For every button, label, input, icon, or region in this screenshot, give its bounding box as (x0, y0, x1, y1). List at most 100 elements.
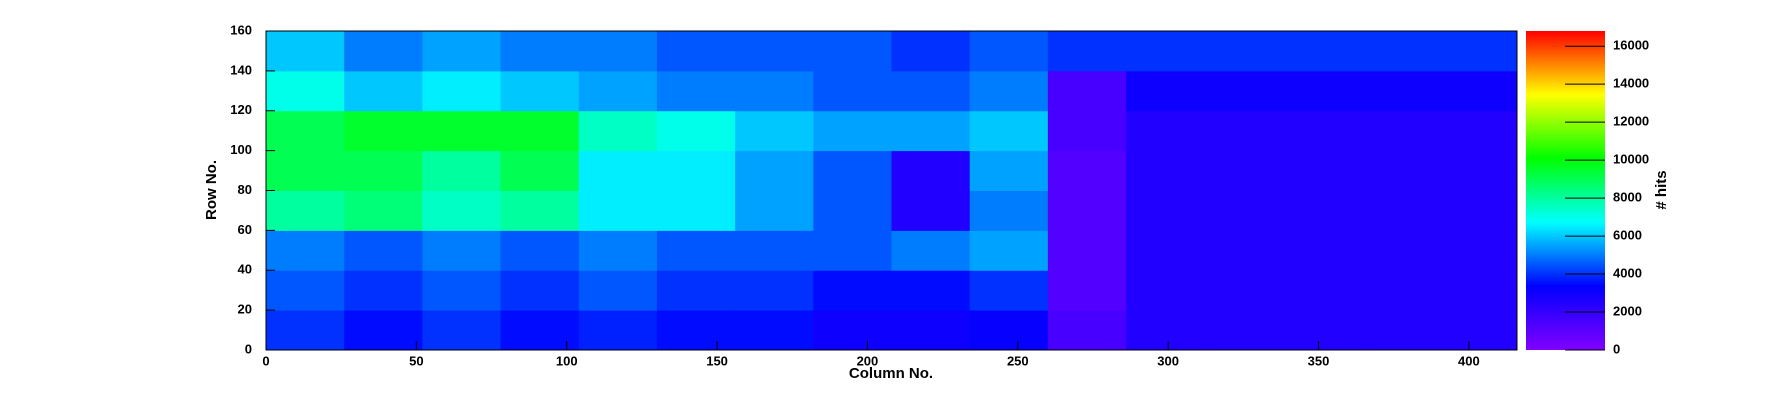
heatmap-cell (969, 70, 1049, 112)
heatmap-cell (1204, 270, 1283, 311)
heatmap-cell (344, 31, 423, 72)
heatmap-cell (891, 110, 971, 152)
heatmap-cell (1360, 110, 1440, 152)
heatmap-cell (344, 310, 423, 351)
x-tick-label: 100 (556, 353, 578, 368)
heatmap-cell (969, 31, 1049, 72)
heatmap-cell (266, 310, 345, 351)
heatmap-cell (656, 270, 736, 311)
colorbar-tick-label: 0 (1613, 341, 1620, 356)
heatmap-cell (344, 150, 423, 191)
heatmap-cell (813, 190, 892, 231)
heatmap-cell (578, 31, 658, 72)
heatmap-cell (500, 270, 580, 311)
heatmap-cell (735, 31, 814, 72)
heatmap-cell (578, 230, 658, 271)
heatmap-cell (969, 230, 1049, 271)
heatmap-cell (1438, 230, 1518, 271)
heatmap-cell (813, 270, 892, 311)
x-tick-label: 50 (409, 353, 423, 368)
heatmap-cell (1360, 31, 1440, 72)
heatmap-cell (1126, 110, 1205, 152)
heatmap-cell (422, 31, 502, 72)
heatmap-cell (735, 190, 814, 231)
heatmap-cell (735, 230, 814, 271)
heatmap-cell (1126, 31, 1205, 72)
heatmap-cell (422, 270, 502, 311)
x-tick-label: 250 (1007, 353, 1029, 368)
heatmap-cell (344, 230, 423, 271)
heatmap-cell (891, 270, 971, 311)
colorbar-tick-label: 8000 (1613, 190, 1642, 205)
x-tick-label: 400 (1458, 353, 1480, 368)
heatmap-cell (1360, 230, 1440, 271)
heatmap-cell (1360, 270, 1440, 311)
heatmap-cell (344, 190, 423, 231)
heatmap-cell (500, 70, 580, 112)
colorbar-tick-label: 6000 (1613, 228, 1642, 243)
heatmap-cell (1282, 190, 1362, 231)
heatmap-cell (422, 150, 502, 191)
heatmap-cell (969, 150, 1049, 191)
heatmap-cell (1282, 31, 1362, 72)
heatmap-cell (1282, 70, 1362, 112)
x-tick-label: 350 (1308, 353, 1330, 368)
heatmap-cell (422, 190, 502, 231)
colorbar-tick-label: 4000 (1613, 265, 1642, 280)
heatmap-cell (1126, 270, 1205, 311)
y-tick-label: 160 (230, 22, 252, 37)
heatmap-cell (969, 310, 1049, 351)
heatmap-cell (422, 110, 502, 152)
heatmap-cell (1438, 190, 1518, 231)
heatmap-cell (735, 110, 814, 152)
y-tick-label: 120 (230, 102, 252, 117)
heatmap-cell (578, 150, 658, 191)
heatmap-cell (813, 230, 892, 271)
heatmap-cell (422, 310, 502, 351)
heatmap-cell (1438, 310, 1518, 351)
heatmap-cell (1047, 110, 1127, 152)
heatmap-cell (656, 310, 736, 351)
heatmap-cell (1047, 230, 1127, 271)
heatmap-cell (656, 70, 736, 112)
y-tick-label: 40 (238, 262, 252, 277)
colorbar-tick-label: 2000 (1613, 303, 1642, 318)
heatmap-cell (578, 270, 658, 311)
colorbar-tick-label: 16000 (1613, 38, 1649, 53)
x-tick-label: 0 (262, 353, 269, 368)
heatmap-cell (1204, 70, 1283, 112)
heatmap-cell (969, 110, 1049, 152)
heatmap-cell (1204, 150, 1283, 191)
x-axis-label: Column No. (849, 365, 933, 382)
heatmap-cell (656, 31, 736, 72)
colorbar-tick-label: 12000 (1613, 114, 1649, 129)
heatmap-cell (1438, 70, 1518, 112)
heatmap-cell (266, 31, 345, 72)
x-tick-label: 200 (857, 353, 879, 368)
heatmap-cell (1126, 70, 1205, 112)
heatmap-cell (1438, 150, 1518, 191)
heatmap-cell (1204, 190, 1283, 231)
heatmap-cell (500, 110, 580, 152)
heatmap-cell (500, 230, 580, 271)
heatmap-cell (500, 310, 580, 351)
heatmap-cell (500, 31, 580, 72)
heatmap-cell (735, 270, 814, 311)
heatmap-cell (500, 150, 580, 191)
heatmap-cell (891, 230, 971, 271)
heatmap-cell (891, 31, 971, 72)
heatmap-cell (656, 230, 736, 271)
heatmap-cell (1360, 70, 1440, 112)
heatmap-cell (1282, 310, 1362, 351)
heatmap-cell (1204, 230, 1283, 271)
heatmap-cell (813, 31, 892, 72)
heatmap-cell (891, 70, 971, 112)
heatmap-cell (1047, 190, 1127, 231)
heatmap-cell (578, 110, 658, 152)
heatmap-cell (266, 70, 345, 112)
heatmap-cell (1047, 70, 1127, 112)
heatmap-cell (1438, 110, 1518, 152)
y-tick-label: 100 (230, 142, 252, 157)
heatmap-cell (735, 70, 814, 112)
